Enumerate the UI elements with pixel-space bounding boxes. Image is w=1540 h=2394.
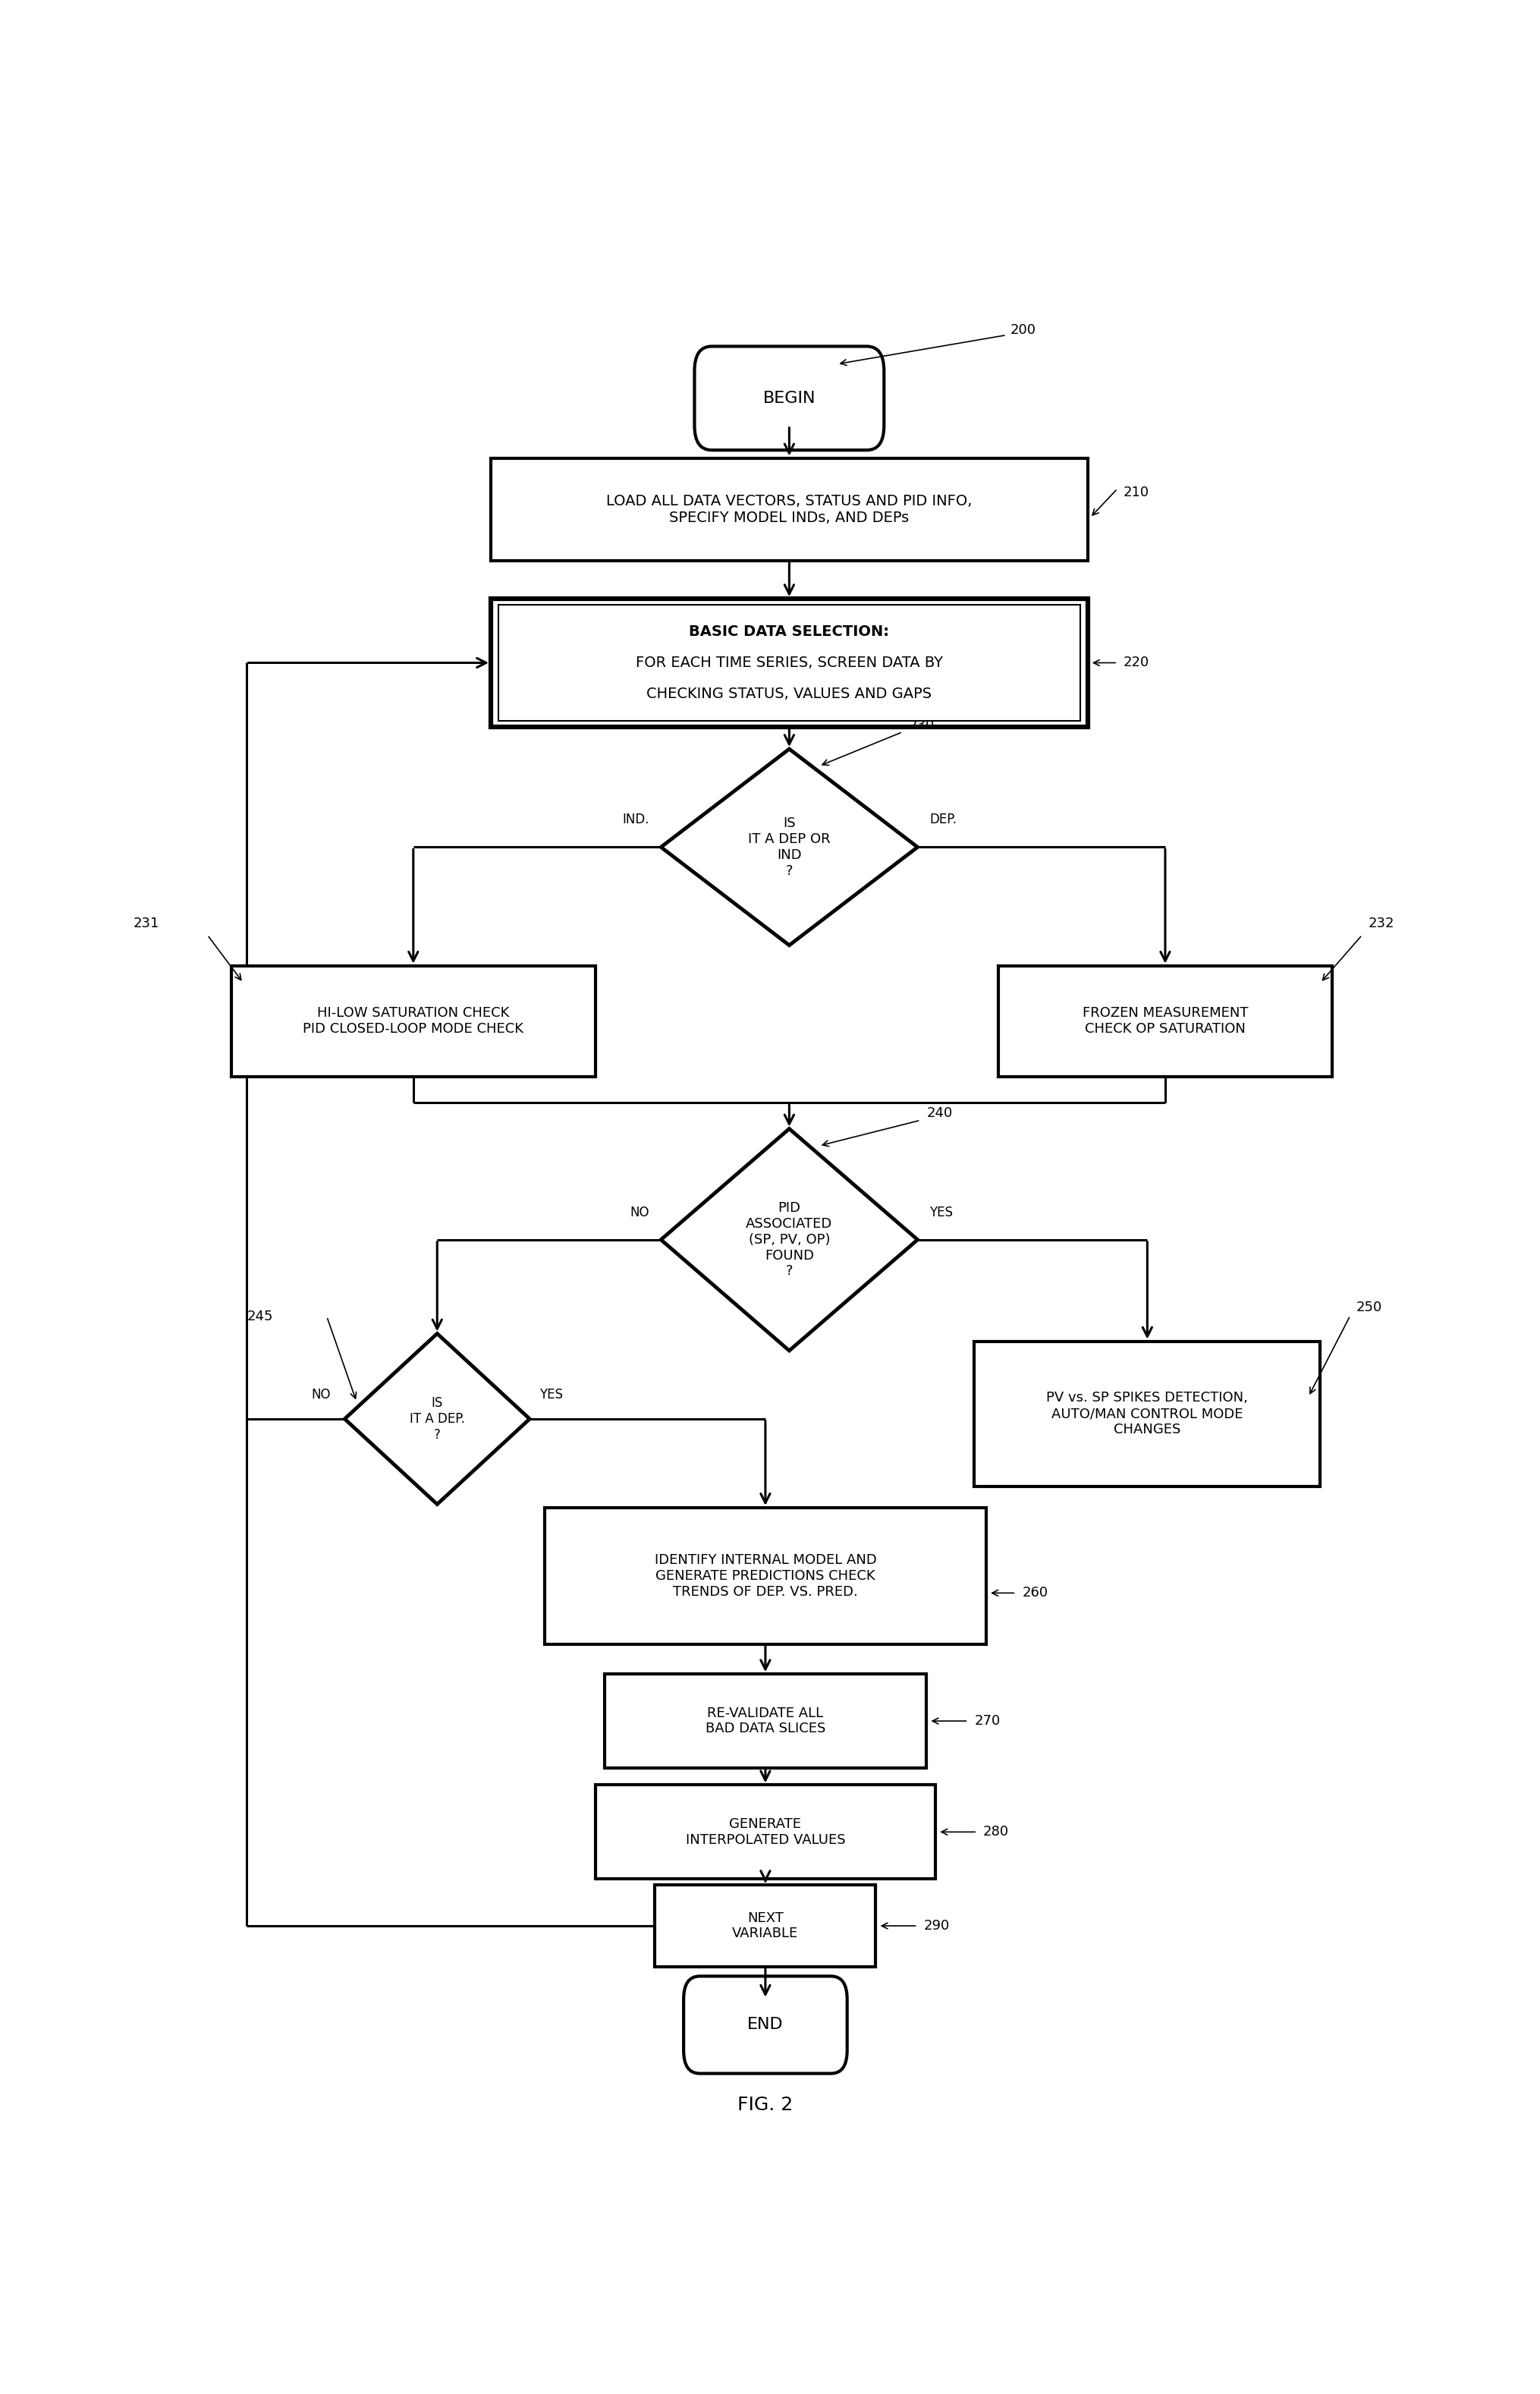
Text: NO: NO [311, 1389, 331, 1403]
Text: DEP.: DEP. [930, 814, 956, 826]
Polygon shape [345, 1333, 530, 1503]
Text: YES: YES [930, 1207, 953, 1219]
Text: NO: NO [630, 1207, 648, 1219]
Polygon shape [661, 1128, 918, 1350]
Text: 210: 210 [1123, 486, 1149, 498]
Text: IS
IT A DEP.
?: IS IT A DEP. ? [410, 1396, 465, 1441]
Text: PID
ASSOCIATED
(SP, PV, OP)
FOUND
?: PID ASSOCIATED (SP, PV, OP) FOUND ? [745, 1202, 833, 1278]
Text: 230: 230 [909, 718, 935, 733]
Text: 245: 245 [246, 1310, 273, 1324]
Text: 231: 231 [134, 917, 160, 929]
Text: IS
IT A DEP OR
IND
?: IS IT A DEP OR IND ? [748, 816, 830, 879]
Text: LOAD ALL DATA VECTORS, STATUS AND PID INFO,
SPECIFY MODEL INDs, AND DEPs: LOAD ALL DATA VECTORS, STATUS AND PID IN… [607, 493, 972, 524]
FancyBboxPatch shape [684, 1975, 847, 2073]
Text: 280: 280 [983, 1824, 1009, 1839]
FancyBboxPatch shape [695, 347, 884, 450]
Bar [497, 606, 1081, 721]
Text: FOR EACH TIME SERIES, SCREEN DATA BY: FOR EACH TIME SERIES, SCREEN DATA BY [636, 656, 942, 670]
Text: 200: 200 [1010, 323, 1036, 338]
Text: 232: 232 [1368, 917, 1394, 929]
Text: RE-VALIDATE ALL
BAD DATA SLICES: RE-VALIDATE ALL BAD DATA SLICES [705, 1707, 825, 1736]
Text: 220: 220 [1123, 656, 1149, 670]
Text: YES: YES [539, 1389, 562, 1403]
Text: PV vs. SP SPIKES DETECTION,
AUTO/MAN CONTROL MODE
CHANGES: PV vs. SP SPIKES DETECTION, AUTO/MAN CON… [1047, 1391, 1247, 1436]
Text: 240: 240 [927, 1106, 952, 1120]
Bar [545, 1508, 986, 1645]
Text: BASIC DATA SELECTION:: BASIC DATA SELECTION: [688, 625, 890, 639]
Text: IDENTIFY INTERNAL MODEL AND
GENERATE PREDICTIONS CHECK
TRENDS OF DEP. VS. PRED.: IDENTIFY INTERNAL MODEL AND GENERATE PRE… [654, 1554, 876, 1599]
Bar [491, 598, 1087, 728]
Bar [231, 965, 596, 1077]
Bar [998, 965, 1332, 1077]
Text: 290: 290 [924, 1920, 950, 1932]
Bar [654, 1884, 876, 1968]
Text: 270: 270 [975, 1714, 999, 1728]
Bar [604, 1673, 927, 1767]
Text: IND.: IND. [622, 814, 648, 826]
Text: 250: 250 [1357, 1300, 1381, 1314]
Polygon shape [661, 749, 918, 946]
Text: BEGIN: BEGIN [762, 390, 816, 407]
Bar [596, 1786, 935, 1879]
Text: 260: 260 [1023, 1587, 1047, 1599]
Bar [975, 1341, 1320, 1487]
Text: FIG. 2: FIG. 2 [738, 2097, 793, 2114]
Text: CHECKING STATUS, VALUES AND GAPS: CHECKING STATUS, VALUES AND GAPS [647, 687, 932, 701]
Text: GENERATE
INTERPOLATED VALUES: GENERATE INTERPOLATED VALUES [685, 1817, 845, 1846]
Text: HI-LOW SATURATION CHECK
PID CLOSED-LOOP MODE CHECK: HI-LOW SATURATION CHECK PID CLOSED-LOOP … [303, 1005, 524, 1037]
Text: NEXT
VARIABLE: NEXT VARIABLE [733, 1910, 798, 1942]
Text: FROZEN MEASUREMENT
CHECK OP SATURATION: FROZEN MEASUREMENT CHECK OP SATURATION [1083, 1005, 1247, 1037]
Text: END: END [747, 2018, 784, 2033]
Bar [491, 457, 1087, 560]
